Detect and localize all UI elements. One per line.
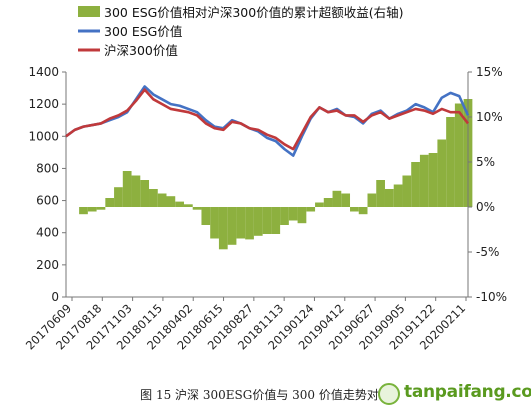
excess-return-bar	[393, 184, 403, 207]
watermark-logo-icon	[378, 383, 400, 405]
left-tick-label: 1200	[28, 97, 59, 111]
excess-return-bar	[245, 207, 254, 240]
figure-caption: 图 15 沪深 300ESG价值与 300 价值走势对比	[140, 388, 391, 402]
series-line-1	[65, 88, 470, 151]
excess-return-area-layer	[79, 99, 473, 250]
excess-return-bar	[157, 193, 167, 207]
excess-return-bar	[446, 117, 455, 207]
right-tick-label: 0%	[476, 200, 495, 214]
excess-return-bar	[297, 207, 307, 224]
left-tick-label: 600	[36, 194, 59, 208]
excess-return-bar	[288, 207, 298, 221]
excess-return-bar	[262, 207, 272, 234]
left-tick-label: 200	[36, 258, 59, 272]
excess-return-bar	[411, 162, 420, 207]
excess-return-bar	[454, 103, 464, 207]
right-tick-label: 10%	[476, 110, 503, 124]
excess-return-bar	[131, 175, 141, 207]
excess-return-bar	[280, 207, 289, 225]
excess-return-bar	[79, 207, 88, 215]
right-tick-label: 15%	[476, 65, 503, 79]
excess-return-bar	[96, 207, 106, 210]
legend-label-0: 300 ESG价值相对沪深300价值的累计超额收益(右轴)	[104, 5, 403, 20]
legend-label-1: 300 ESG价值	[104, 24, 182, 39]
excess-return-bar	[367, 193, 377, 207]
excess-return-bar	[341, 193, 351, 207]
excess-return-bar	[236, 207, 246, 239]
legend: 300 ESG价值相对沪深300价值的累计超额收益(右轴) 300 ESG价值沪深…	[78, 5, 403, 58]
excess-return-bar	[166, 196, 176, 207]
excess-return-bar	[306, 207, 316, 212]
excess-return-bar	[419, 154, 429, 207]
left-tick-label: 400	[36, 226, 59, 240]
excess-return-bar	[384, 189, 394, 207]
excess-return-bar	[140, 180, 150, 207]
excess-return-bar	[402, 175, 412, 207]
excess-return-bar	[201, 207, 211, 225]
left-tick-label: 1400	[28, 65, 59, 79]
excess-return-bar	[315, 202, 324, 207]
excess-return-bar	[218, 207, 228, 250]
excess-return-bar	[428, 153, 438, 207]
watermark-text: tanpaifang.com	[404, 382, 531, 402]
series-line-0	[65, 85, 470, 157]
excess-return-bar	[323, 198, 333, 207]
legend-label-2: 沪深300价值	[104, 43, 178, 58]
excess-return-bar	[175, 201, 184, 207]
excess-return-bar	[114, 187, 123, 207]
left-tick-label: 0	[51, 290, 59, 304]
excess-return-bar	[105, 198, 115, 207]
excess-return-bar	[376, 180, 385, 207]
watermark: tanpaifang.com	[378, 380, 531, 408]
excess-return-bar	[227, 207, 237, 245]
series-lines-layer	[65, 85, 470, 157]
excess-return-bar	[271, 207, 281, 234]
excess-return-bar	[358, 207, 368, 215]
excess-return-bar	[183, 204, 193, 207]
left-tick-label: 800	[36, 161, 59, 175]
excess-return-bar	[210, 207, 219, 239]
right-tick-label: -5%	[476, 245, 499, 259]
legend-swatch-0	[78, 6, 100, 17]
excess-return-bar	[332, 190, 342, 207]
right-tick-label: 5%	[476, 155, 495, 169]
excess-return-bar	[87, 207, 97, 212]
excess-return-bar	[122, 171, 132, 207]
right-tick-label: -10%	[476, 290, 507, 304]
excess-return-bar	[253, 207, 263, 236]
excess-return-bar	[350, 207, 359, 212]
excess-return-bar	[437, 139, 447, 207]
excess-return-bar	[192, 207, 202, 210]
left-tick-label: 1000	[28, 129, 59, 143]
excess-return-bar	[149, 189, 158, 207]
